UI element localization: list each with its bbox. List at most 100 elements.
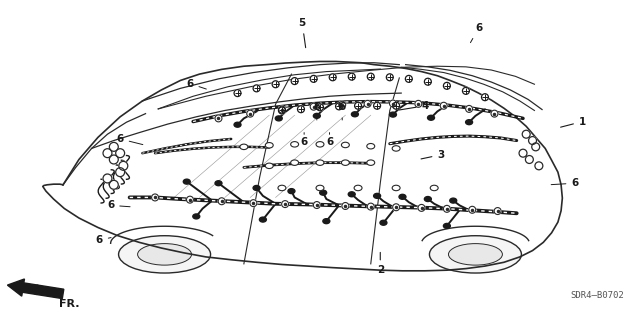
Circle shape [525, 156, 533, 163]
Ellipse shape [316, 185, 324, 191]
Circle shape [444, 82, 451, 89]
Circle shape [317, 104, 323, 111]
Ellipse shape [399, 194, 406, 199]
Circle shape [109, 142, 118, 151]
Ellipse shape [316, 160, 324, 165]
Circle shape [116, 149, 125, 158]
Text: 6: 6 [326, 133, 333, 147]
Circle shape [535, 162, 543, 170]
Circle shape [418, 204, 425, 211]
Ellipse shape [367, 160, 374, 165]
Circle shape [529, 137, 536, 145]
Circle shape [387, 74, 393, 81]
Circle shape [444, 205, 451, 212]
Circle shape [247, 110, 253, 117]
Circle shape [234, 90, 241, 97]
Ellipse shape [193, 214, 200, 219]
Circle shape [522, 130, 530, 138]
Ellipse shape [234, 122, 241, 127]
Ellipse shape [424, 197, 431, 202]
Circle shape [494, 208, 501, 214]
Ellipse shape [138, 244, 191, 265]
Ellipse shape [444, 223, 451, 228]
Ellipse shape [291, 142, 299, 147]
Circle shape [491, 110, 498, 117]
Circle shape [310, 103, 317, 110]
Circle shape [282, 201, 289, 208]
Text: 6: 6 [339, 102, 346, 120]
Text: 6: 6 [470, 23, 482, 43]
Ellipse shape [259, 217, 266, 222]
Ellipse shape [118, 236, 211, 273]
Ellipse shape [450, 198, 457, 203]
Circle shape [152, 194, 159, 201]
Ellipse shape [183, 179, 190, 184]
Circle shape [298, 106, 305, 113]
Circle shape [291, 78, 298, 85]
Circle shape [310, 75, 317, 82]
Ellipse shape [215, 181, 222, 186]
Ellipse shape [351, 112, 358, 117]
Ellipse shape [392, 185, 400, 191]
Ellipse shape [240, 144, 248, 150]
Circle shape [116, 168, 125, 177]
Circle shape [335, 103, 342, 110]
Text: 1: 1 [561, 116, 586, 127]
Circle shape [355, 102, 362, 109]
Circle shape [278, 106, 285, 113]
Circle shape [393, 204, 399, 211]
Text: 5: 5 [299, 18, 306, 48]
Ellipse shape [380, 220, 387, 225]
Text: 6: 6 [313, 102, 321, 120]
FancyArrow shape [8, 279, 64, 299]
Ellipse shape [291, 160, 299, 165]
Ellipse shape [341, 142, 349, 148]
Ellipse shape [316, 142, 324, 147]
Circle shape [339, 101, 346, 108]
Circle shape [466, 106, 472, 112]
Circle shape [519, 149, 527, 157]
Ellipse shape [288, 189, 295, 194]
Circle shape [103, 174, 112, 183]
Circle shape [215, 115, 222, 122]
Text: 6: 6 [186, 78, 206, 89]
Ellipse shape [429, 236, 522, 273]
Circle shape [272, 81, 279, 88]
Ellipse shape [275, 116, 282, 121]
Circle shape [119, 161, 128, 170]
Circle shape [463, 87, 469, 94]
Circle shape [532, 143, 540, 151]
Circle shape [314, 202, 320, 209]
Circle shape [440, 102, 447, 109]
Text: SDR4–B0702: SDR4–B0702 [571, 291, 625, 300]
Circle shape [109, 180, 118, 189]
Ellipse shape [348, 192, 355, 197]
Circle shape [481, 94, 488, 101]
Ellipse shape [449, 244, 502, 265]
Ellipse shape [430, 185, 438, 191]
Circle shape [253, 85, 260, 92]
Circle shape [424, 78, 431, 85]
Ellipse shape [466, 120, 472, 125]
Ellipse shape [341, 160, 349, 165]
Circle shape [109, 155, 118, 164]
Circle shape [278, 107, 285, 114]
Text: 6: 6 [301, 133, 308, 147]
Circle shape [364, 100, 371, 107]
Text: 2: 2 [377, 252, 384, 275]
Ellipse shape [314, 113, 320, 118]
Ellipse shape [428, 115, 435, 120]
Circle shape [348, 73, 355, 80]
Circle shape [367, 73, 374, 80]
Ellipse shape [253, 185, 260, 190]
Circle shape [390, 100, 396, 107]
Circle shape [415, 100, 422, 107]
Ellipse shape [374, 193, 381, 198]
Text: 6: 6 [551, 178, 579, 188]
Circle shape [393, 102, 399, 109]
Circle shape [103, 149, 112, 158]
Ellipse shape [320, 190, 326, 195]
Ellipse shape [323, 219, 330, 224]
Text: 4: 4 [399, 101, 429, 111]
Ellipse shape [354, 185, 362, 191]
